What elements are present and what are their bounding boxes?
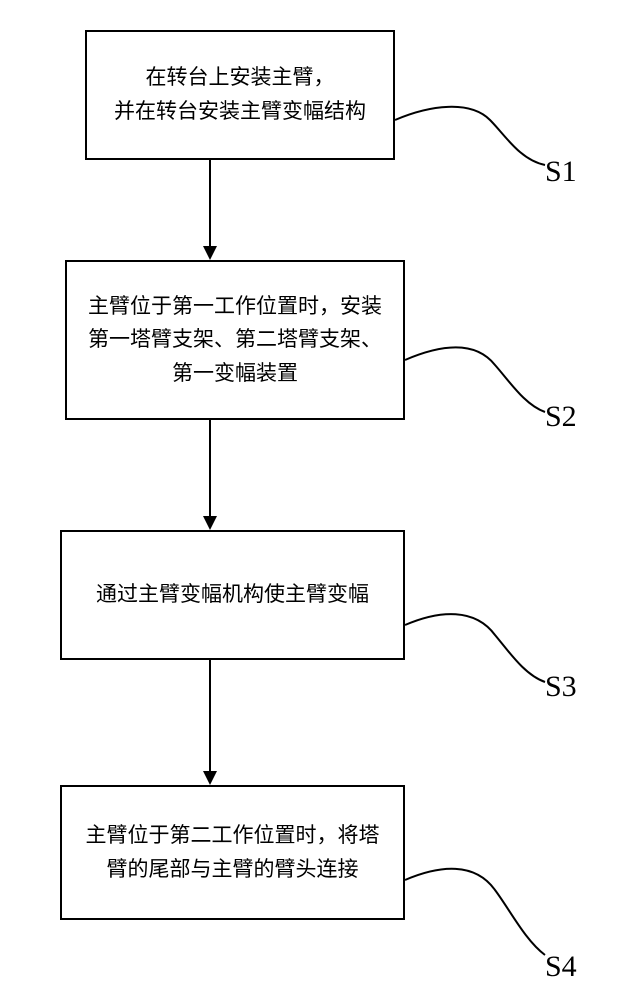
connector-path (405, 869, 545, 955)
connector-s4 (0, 0, 643, 1000)
